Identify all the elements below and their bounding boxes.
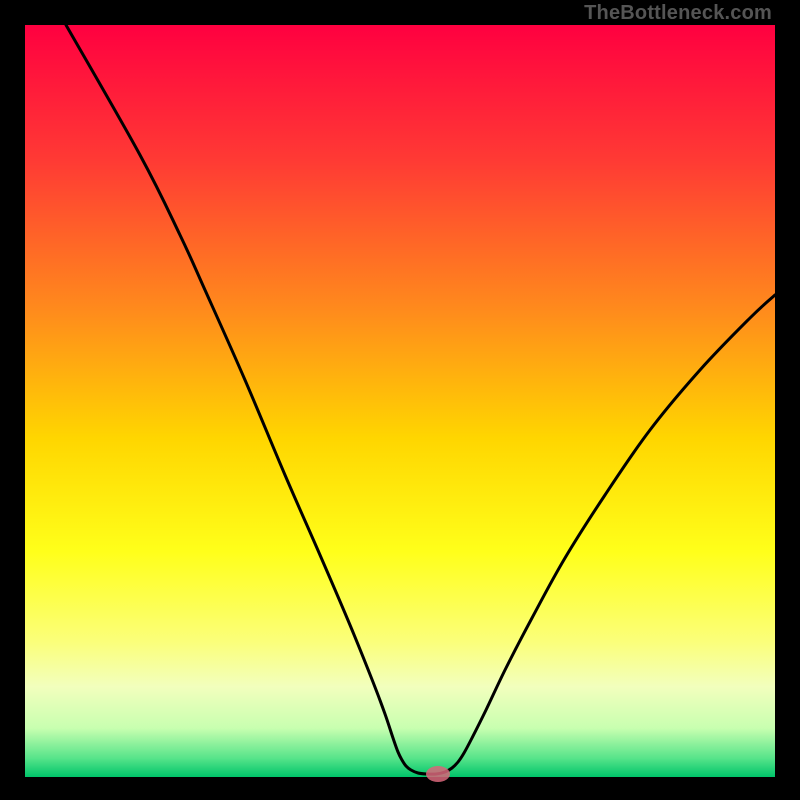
optimal-point-marker [426, 766, 450, 782]
bottleneck-chart [0, 0, 800, 800]
chart-frame: { "watermark": { "text": "TheBottleneck.… [0, 0, 800, 800]
gradient-background [25, 25, 775, 777]
watermark-text: TheBottleneck.com [584, 2, 772, 25]
